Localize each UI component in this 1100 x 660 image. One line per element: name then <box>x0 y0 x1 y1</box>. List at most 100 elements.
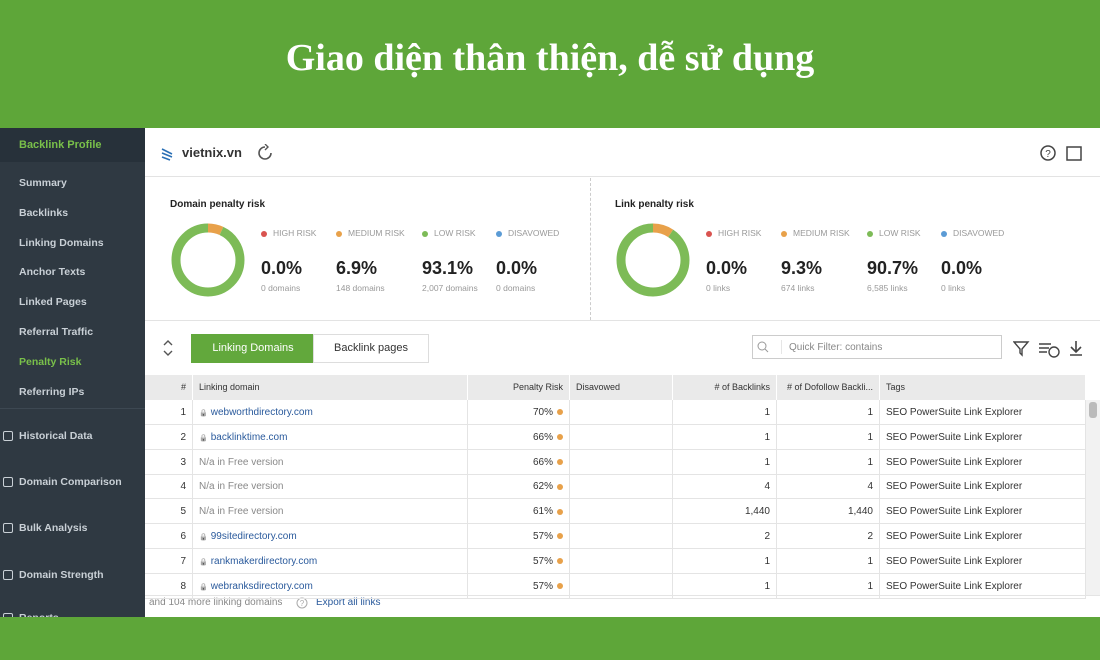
table-cell <box>570 424 673 450</box>
sidebar-item[interactable]: Summary <box>19 177 67 189</box>
lock-icon: 🔒 <box>199 534 208 541</box>
sidebar-item[interactable]: Backlinks <box>19 206 69 219</box>
stat-name: LOW RISK <box>879 228 921 238</box>
table-cell: 🔒 webranksdirectory.com <box>193 573 468 599</box>
tab[interactable]: Linking Domains <box>191 334 315 363</box>
sidebar-item[interactable]: Anchor Texts <box>19 266 86 279</box>
cell-text: SEO PowerSuite Link Explorer <box>886 531 1023 542</box>
risk-panel: Link penalty risk HIGH RISK 0.0% 0 links MED… <box>590 178 1035 320</box>
stat-name: MEDIUM RISK <box>793 228 850 238</box>
filter-tools[interactable] <box>1013 340 1087 358</box>
search-icon <box>757 340 782 354</box>
legend-dot <box>867 230 873 237</box>
table-cell: 6 <box>145 524 193 549</box>
domain-name[interactable]: backlinktime.com <box>210 431 288 443</box>
sidebar-nav[interactable]: Reports <box>19 612 59 617</box>
stat-name: LOW RISK <box>434 228 476 238</box>
sidebar-nav[interactable]: Domain Strength <box>19 569 104 581</box>
cell-text: 70% <box>532 407 553 418</box>
sidebar-item[interactable]: Linked Pages <box>19 296 87 309</box>
table-cell: 8 <box>145 573 193 599</box>
table-cell <box>570 573 673 599</box>
table-cell: 1 <box>145 400 193 425</box>
stat-value: 0.0% <box>706 258 748 278</box>
export-link[interactable]: Export all links <box>316 597 381 608</box>
sidebar-nav[interactable]: Bulk Analysis <box>19 522 88 534</box>
table-cell: 57% <box>468 573 570 599</box>
column-header[interactable]: Tags <box>880 375 1086 400</box>
domain-name[interactable]: rankmakerdirectory.com <box>210 555 318 567</box>
scrollbar[interactable] <box>1086 400 1100 600</box>
table-cell <box>570 474 673 500</box>
sidebar-section[interactable]: Backlink Profile <box>0 128 145 162</box>
domain-name: N/a in Free version <box>199 481 284 493</box>
stat-value: 0.0% <box>261 258 303 278</box>
donut <box>171 223 245 297</box>
legend-dot <box>261 230 267 237</box>
cell-text: 4 <box>180 481 186 493</box>
cell-text: 57% <box>532 531 553 542</box>
stat-name: HIGH RISK <box>718 228 762 238</box>
cell-text: 1 <box>764 407 770 418</box>
cell-text: 8 <box>180 580 186 592</box>
stat-value: 6.9% <box>336 258 378 278</box>
table-cell: 1 <box>777 424 880 450</box>
table-cell: 70% <box>468 400 570 425</box>
cell-text: SEO PowerSuite Link Explorer <box>886 506 1023 518</box>
table-cell: SEO PowerSuite Link Explorer <box>880 424 1086 450</box>
stat-label: LOW RISK <box>422 228 476 238</box>
logo <box>161 148 173 161</box>
cell-text: 1 <box>867 456 873 468</box>
domain-name[interactable]: webworthdirectory.com <box>210 407 313 418</box>
stat-sub: 0 domains <box>496 283 536 293</box>
sidebar-nav[interactable]: Domain Comparison <box>19 476 122 488</box>
table-cell: 1,440 <box>777 499 880 525</box>
cell-text: 1 <box>867 431 873 443</box>
donut <box>616 223 690 297</box>
tab[interactable]: Backlink pages <box>313 334 429 363</box>
table-cell: 2 <box>145 424 193 450</box>
stat-name: HIGH RISK <box>273 228 317 238</box>
cell-text: 1 <box>764 431 770 443</box>
column-header[interactable]: # <box>145 375 193 400</box>
risk-panel: Domain penalty risk HIGH RISK 0.0% 0 domain… <box>145 178 590 320</box>
sidebar-nav[interactable]: Historical Data <box>19 430 93 442</box>
table-cell: 4 <box>145 474 193 500</box>
sidebar-item[interactable]: Linking Domains <box>19 236 104 249</box>
column-header[interactable]: # of Dofollow Backli... <box>777 375 880 400</box>
toolbar-icons[interactable]: ? <box>1040 144 1086 164</box>
stat-sub: 0 links <box>941 283 966 293</box>
column-header[interactable]: Linking domain <box>193 375 468 400</box>
table-cell: 1 <box>673 548 777 574</box>
cell-text: SEO PowerSuite Link Explorer <box>886 456 1023 468</box>
risk-dot <box>557 409 563 416</box>
cell-text: 57% <box>532 580 553 592</box>
column-header[interactable]: # of Backlinks <box>673 375 777 400</box>
table-cell: 2 <box>777 524 880 549</box>
table-cell: 1 <box>673 449 777 475</box>
filter-box[interactable] <box>752 335 1002 359</box>
divider <box>590 178 591 320</box>
sidebar: Backlink Profile Summary Backlinks Linking … <box>0 128 145 617</box>
table-cell: 1,440 <box>673 499 777 525</box>
column-header[interactable]: Disavowed <box>570 375 673 400</box>
help-icon[interactable]: ? <box>296 597 308 609</box>
cell-text: 1 <box>867 580 873 592</box>
sidebar-item[interactable]: Penalty Risk <box>19 355 82 368</box>
cell-text: 1 <box>867 555 873 567</box>
headline: Giao diện thân thiện, dễ sử dụng <box>285 37 815 79</box>
collapse-icon[interactable] <box>162 338 174 358</box>
table-cell: 🔒 backlinktime.com <box>193 424 468 450</box>
stat-sub: 148 domains <box>336 283 385 293</box>
cell-text: 61% <box>532 506 553 518</box>
sidebar-item[interactable]: Referring IPs <box>19 385 85 398</box>
cell-text: SEO PowerSuite Link Explorer <box>886 481 1023 493</box>
sidebar-item[interactable]: Referral Traffic <box>19 326 94 338</box>
cell-text: 5 <box>180 506 186 518</box>
domain-name[interactable]: 99sitedirectory.com <box>210 531 297 542</box>
domain-name[interactable]: webranksdirectory.com <box>210 580 313 592</box>
cell-text: SEO PowerSuite Link Explorer <box>886 555 1023 567</box>
column-header[interactable]: Penalty Risk <box>468 375 570 400</box>
refresh-icon[interactable] <box>257 144 273 162</box>
